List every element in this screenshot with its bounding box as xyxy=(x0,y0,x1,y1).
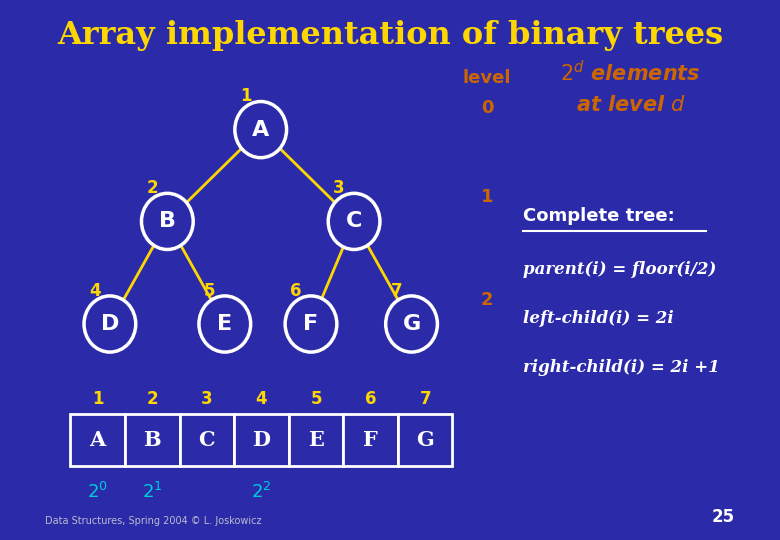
Ellipse shape xyxy=(385,296,438,352)
Text: 7: 7 xyxy=(391,281,402,300)
Ellipse shape xyxy=(199,296,250,352)
Text: $2^d$ elements: $2^d$ elements xyxy=(560,60,701,85)
Text: level: level xyxy=(463,69,511,87)
Text: left-child(i) = 2i: left-child(i) = 2i xyxy=(523,310,674,327)
Text: 5: 5 xyxy=(310,390,322,408)
Text: 1: 1 xyxy=(480,188,493,206)
Bar xyxy=(343,415,398,465)
Bar xyxy=(234,415,289,465)
Text: D: D xyxy=(101,314,119,334)
Bar xyxy=(289,415,343,465)
Text: B: B xyxy=(159,211,176,232)
Ellipse shape xyxy=(84,296,136,352)
Text: 6: 6 xyxy=(290,281,302,300)
Ellipse shape xyxy=(235,102,286,158)
Text: at level $d$: at level $d$ xyxy=(576,95,686,116)
Text: E: E xyxy=(218,314,232,334)
Text: 3: 3 xyxy=(333,179,345,197)
Text: $2^2$: $2^2$ xyxy=(251,482,271,502)
Text: 4: 4 xyxy=(256,390,268,408)
Text: 4: 4 xyxy=(89,281,101,300)
Text: 2: 2 xyxy=(147,390,158,408)
Text: F: F xyxy=(363,430,378,450)
Bar xyxy=(398,415,452,465)
Text: E: E xyxy=(308,430,324,450)
Text: 5: 5 xyxy=(204,281,215,300)
Ellipse shape xyxy=(328,193,380,249)
Ellipse shape xyxy=(285,296,337,352)
Text: C: C xyxy=(346,211,362,232)
Text: 6: 6 xyxy=(365,390,377,408)
Text: Array implementation of binary trees: Array implementation of binary trees xyxy=(57,19,723,51)
Text: G: G xyxy=(417,430,434,450)
Text: 25: 25 xyxy=(711,509,735,526)
Text: B: B xyxy=(144,430,161,450)
Text: 0: 0 xyxy=(480,99,493,117)
Bar xyxy=(125,415,179,465)
Bar xyxy=(179,415,234,465)
Ellipse shape xyxy=(141,193,193,249)
Text: 3: 3 xyxy=(201,390,213,408)
Text: F: F xyxy=(303,314,318,334)
Text: 2: 2 xyxy=(147,179,158,197)
Text: $2^1$: $2^1$ xyxy=(142,482,162,502)
Text: D: D xyxy=(253,430,271,450)
Text: right-child(i) = 2i +1: right-child(i) = 2i +1 xyxy=(523,359,720,376)
Text: $2^0$: $2^0$ xyxy=(87,482,108,502)
Text: C: C xyxy=(199,430,215,450)
Text: A: A xyxy=(252,119,269,140)
Text: 7: 7 xyxy=(420,390,431,408)
Text: 2: 2 xyxy=(480,291,493,309)
Text: Complete tree:: Complete tree: xyxy=(523,207,675,225)
Text: 1: 1 xyxy=(92,390,104,408)
Text: 1: 1 xyxy=(240,87,251,105)
Text: A: A xyxy=(90,430,106,450)
Bar xyxy=(70,415,125,465)
Text: Data Structures, Spring 2004 © L. Joskowicz: Data Structures, Spring 2004 © L. Joskow… xyxy=(45,516,262,526)
Text: G: G xyxy=(402,314,420,334)
Text: parent(i) = floor(i/2): parent(i) = floor(i/2) xyxy=(523,261,716,279)
